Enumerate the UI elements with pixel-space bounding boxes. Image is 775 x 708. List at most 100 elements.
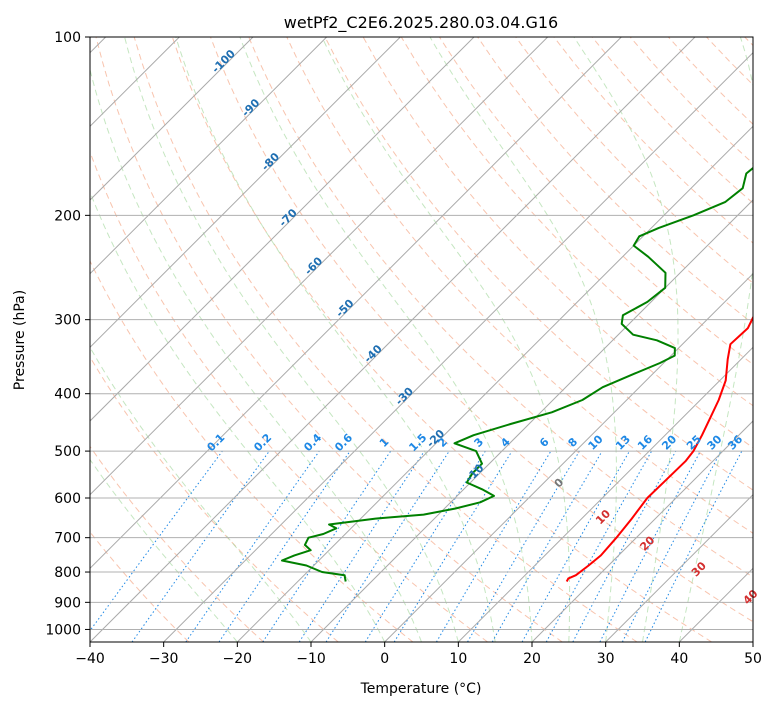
- x-tick-label: −30: [149, 651, 179, 667]
- moist-adiabat-line: [678, 37, 753, 642]
- axis-ticks: −40 −30 −20 −10 0 10 20 30 40 5010020030040050060…: [45, 30, 762, 667]
- moist-adiabat-line: [90, 346, 312, 642]
- mixing-ratio-line: [218, 450, 351, 642]
- mixing-ratio-line: [90, 450, 223, 632]
- moist-adiabat-label: 0: [552, 475, 567, 490]
- isotherm-line: [457, 346, 753, 642]
- mixing-ratio-label: 2: [435, 435, 450, 450]
- dry-adiabat-label: -80: [259, 150, 282, 173]
- line-labels: -100-90-80-70-60-50-40-30-20-100.1 0.2 0.4…: [204, 47, 760, 607]
- dry-adiabat-line: [706, 37, 753, 86]
- y-tick-label: 700: [54, 531, 81, 547]
- moist-adiabat-label: 30: [689, 559, 709, 579]
- mixing-ratio-line: [521, 450, 630, 642]
- isotherm-line: [163, 51, 753, 642]
- moist-adiabat-line: [573, 37, 679, 642]
- mixing-ratio-label: 30: [705, 432, 725, 452]
- x-tick-label: 50: [744, 651, 762, 667]
- dry-adiabat-line: [171, 37, 712, 642]
- mixing-ratio-line: [644, 450, 743, 642]
- mixing-ratio-line: [131, 450, 270, 642]
- moist-adiabat-line: [239, 37, 533, 642]
- isotherm-line: [90, 37, 549, 496]
- moist-adiabat-line: [124, 37, 459, 642]
- moist-adiabat-line: [175, 37, 496, 642]
- isotherm-line: [310, 199, 753, 642]
- dry-adiabat-label: -70: [277, 206, 300, 229]
- dry-adiabat-line: [553, 37, 753, 244]
- dry-adiabat-line: [210, 37, 753, 623]
- moist-adiabat-line: [429, 37, 617, 642]
- y-axis-label: Pressure (hPa): [12, 290, 28, 390]
- isotherm-line: [605, 493, 753, 642]
- x-tick-label: 10: [449, 651, 467, 667]
- x-tick-label: 0: [380, 651, 389, 667]
- dry-adiabat-line: [95, 37, 563, 642]
- dry-adiabat-line: [744, 37, 753, 47]
- dry-adiabat-line: [286, 37, 753, 534]
- y-tick-label: 100: [54, 30, 81, 46]
- mixing-ratio-line: [185, 450, 320, 642]
- dry-adiabat-line: [90, 259, 414, 642]
- x-tick-label: 40: [670, 651, 688, 667]
- x-tick-label: −20: [223, 651, 253, 667]
- dry-adiabat-line: [248, 37, 753, 578]
- mixing-ratio-line: [325, 450, 450, 642]
- dry-adiabat-label: -30: [393, 384, 416, 407]
- dry-adiabat-label: -40: [362, 342, 385, 365]
- mixing-ratio-line: [262, 450, 392, 642]
- x-tick-label: −40: [75, 651, 105, 667]
- mixing-ratio-line: [393, 450, 513, 642]
- mixing-ratio-label: 3: [472, 435, 487, 450]
- dry-adiabat-line: [90, 445, 264, 642]
- isotherm-line: [90, 37, 622, 570]
- dry-adiabat-line: [668, 37, 753, 125]
- isotherm-line: [678, 567, 753, 642]
- y-tick-label: 200: [54, 208, 81, 224]
- moist-adiabat-line: [90, 67, 422, 642]
- mixing-ratio-line: [298, 450, 425, 642]
- y-tick-label: 300: [54, 313, 81, 329]
- isotherm-line: [752, 641, 753, 642]
- mixing-ratio-label: 16: [635, 432, 655, 452]
- dry-adiabat-line: [90, 356, 339, 642]
- isotherm-line: [531, 420, 753, 642]
- dry-adiabat-line: [90, 531, 190, 642]
- moist-adiabat-line: [90, 190, 386, 642]
- x-axis-label: Temperature (°C): [360, 681, 482, 697]
- mixing-ratio-line: [545, 450, 653, 642]
- series-line-1: [281, 166, 753, 582]
- y-tick-label: 800: [54, 565, 81, 581]
- moist-adiabat-label: 10: [593, 507, 613, 527]
- isotherm-line: [384, 272, 753, 642]
- moist-adiabat-label: 20: [637, 533, 657, 553]
- isotherm-line: [90, 37, 475, 422]
- chart-title: wetPf2_C2E6.2025.280.03.04.G16: [284, 13, 558, 33]
- y-tick-label: 400: [54, 387, 81, 403]
- isotherm-line: [90, 37, 254, 201]
- mixing-ratio-line: [572, 450, 677, 642]
- isotherm-line: [90, 37, 401, 349]
- mixing-ratio-label: 1: [377, 435, 392, 450]
- isotherm-line: [90, 37, 696, 642]
- isotherm-line: [90, 37, 328, 275]
- dry-adiabat-line: [90, 150, 488, 642]
- dry-adiabat-label: -60: [302, 254, 325, 277]
- x-tick-label: −10: [296, 651, 326, 667]
- moist-adiabat-label: 40: [741, 587, 761, 607]
- mixing-ratio-line: [467, 450, 580, 642]
- y-tick-label: 600: [54, 491, 81, 507]
- y-tick-label: 1000: [45, 622, 81, 638]
- moist-adiabat-line: [321, 37, 571, 642]
- moist-adiabat-line: [90, 458, 238, 642]
- y-tick-label: 500: [54, 444, 81, 460]
- mixing-ratio-label: 36: [725, 432, 745, 452]
- dry-adiabat-line: [133, 37, 638, 642]
- series-layer: [281, 166, 753, 582]
- y-tick-label: 900: [54, 595, 81, 611]
- series-line-0: [565, 315, 753, 582]
- dry-adiabat-line: [515, 37, 753, 284]
- dry-adiabat-line: [324, 37, 753, 491]
- x-tick-label: 30: [597, 651, 615, 667]
